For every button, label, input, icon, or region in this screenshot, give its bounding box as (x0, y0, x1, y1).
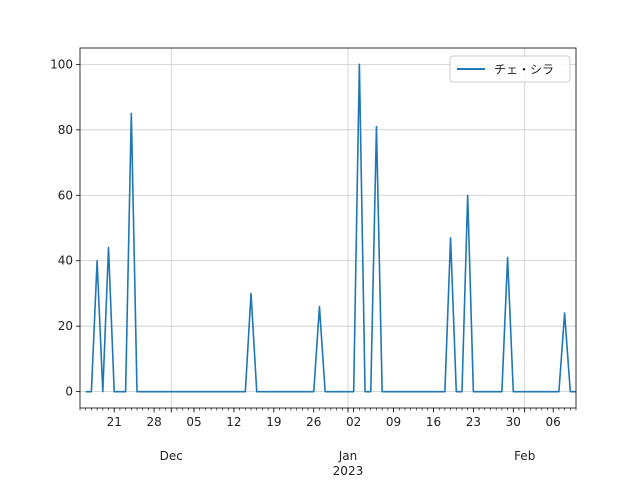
x-tick-label: 21 (107, 415, 122, 429)
legend-frame (449, 55, 571, 83)
x-year-label: 2023 (333, 464, 364, 478)
legend: チェ・シラ (449, 55, 571, 83)
series-line-0 (85, 63, 576, 393)
y-tick-label: 0 (65, 385, 73, 399)
legend-label: チェ・シラ (494, 63, 554, 77)
x-tick-label: 28 (146, 415, 161, 429)
x-tick-label: 06 (546, 415, 561, 429)
x-tick-label: 09 (386, 415, 401, 429)
x-month-label: Feb (514, 449, 535, 463)
x-month-label: Dec (160, 449, 183, 463)
x-tick-label: 30 (506, 415, 521, 429)
x-tick-label: 23 (466, 415, 481, 429)
x-tick-label: 12 (226, 415, 241, 429)
y-tick-label: 100 (50, 57, 73, 71)
y-tick-label: 40 (58, 254, 73, 268)
plot-frame (79, 47, 577, 409)
x-month-label: Jan (338, 449, 358, 463)
x-tick-label: 26 (306, 415, 321, 429)
series-layer (85, 63, 576, 393)
grid-layer (80, 48, 576, 408)
y-tick-label: 80 (58, 123, 73, 137)
x-tick-label: 19 (266, 415, 281, 429)
x-tick-label: 05 (186, 415, 201, 429)
axes-layer: 0 20 40 60 80 100 21 28 05 12 19 26 02 09 16 23 30 06 Dec J… (50, 47, 577, 478)
x-tick-label: 16 (426, 415, 441, 429)
x-tick-label: 02 (346, 415, 361, 429)
y-tick-label: 60 (58, 188, 73, 202)
y-tick-label: 20 (58, 319, 73, 333)
